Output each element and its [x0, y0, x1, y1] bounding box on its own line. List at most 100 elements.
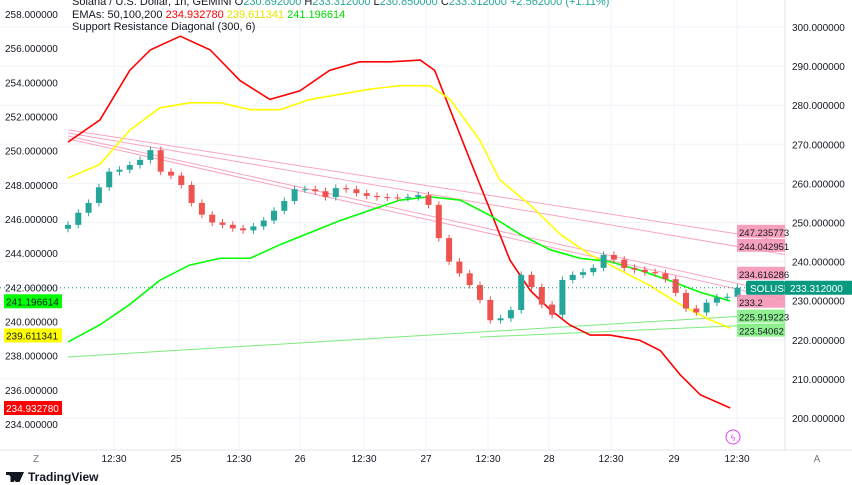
- candle: [229, 221, 236, 232]
- candle: [518, 271, 525, 314]
- ema-label: EMAs: 50,100,200: [72, 9, 163, 21]
- ema50-value: 234.932780: [165, 9, 224, 21]
- candle: [497, 314, 504, 324]
- candle: [662, 269, 669, 283]
- candle-body: [363, 193, 370, 196]
- candle-body: [322, 191, 329, 198]
- x-axis-tick: 12:30: [351, 454, 376, 465]
- candle: [590, 264, 597, 276]
- ema-line-0: [67, 35, 731, 409]
- ema-axis-label: 234.932780: [6, 404, 59, 415]
- candle-body: [178, 175, 185, 185]
- open-label: O: [234, 0, 244, 8]
- candle-body: [456, 261, 463, 274]
- right-axis-tick: 260.000000: [792, 179, 845, 190]
- sr-legend[interactable]: Support Resistance Diagonal (300, 6): [72, 21, 255, 33]
- close-label: C: [440, 0, 449, 8]
- candle: [394, 193, 401, 202]
- candle: [703, 299, 710, 316]
- auto-scale-button: A: [814, 454, 821, 465]
- candle-body: [734, 287, 741, 297]
- left-axis-tick: 238.000000: [5, 352, 58, 363]
- high-value: 233.312000: [312, 0, 371, 8]
- candle-body: [219, 222, 226, 225]
- candle-body: [229, 224, 236, 229]
- candle-body: [724, 296, 731, 298]
- ema-axis-label-bg: [4, 400, 62, 415]
- candle: [65, 221, 71, 233]
- low-label: L: [373, 0, 380, 8]
- candle-body: [559, 279, 566, 315]
- candle-body: [693, 308, 700, 313]
- candle: [425, 191, 432, 209]
- candle-body: [147, 150, 154, 160]
- candle: [363, 189, 370, 200]
- candle: [538, 283, 545, 309]
- candle: [322, 187, 329, 201]
- candle-body: [240, 228, 247, 231]
- candle: [75, 209, 82, 229]
- resistance-line: [67, 135, 786, 295]
- candle-body: [384, 197, 391, 199]
- candle-body: [610, 254, 617, 260]
- candle-body: [703, 302, 710, 313]
- candle-body: [209, 214, 216, 223]
- candle-body: [580, 272, 586, 275]
- left-axis-tick: 244.000000: [5, 249, 58, 260]
- support-line: [67, 313, 786, 358]
- candle-body: [353, 189, 360, 194]
- candle-body: [301, 189, 308, 191]
- candle: [198, 199, 205, 219]
- candle: [147, 146, 154, 164]
- change-value: +2.562000 (+1.11%): [509, 0, 610, 8]
- candle: [209, 211, 216, 227]
- candle: [353, 185, 360, 197]
- diagonal-value-label: 244.042951: [739, 242, 789, 253]
- candle: [507, 306, 514, 322]
- tradingview-logo[interactable]: TradingView: [6, 470, 98, 484]
- candle-body: [538, 287, 545, 305]
- ema-axis-label-bg: [4, 328, 62, 343]
- left-axis-tick: 250.000000: [5, 147, 58, 158]
- right-axis-tick: 300.000000: [792, 23, 845, 34]
- candle: [487, 296, 494, 324]
- x-axis-tick: 12:30: [226, 454, 251, 465]
- diagonal-value-label: 233.2: [739, 298, 763, 309]
- candle-body: [137, 159, 144, 166]
- diagonal-label-bg: [737, 238, 785, 252]
- candle: [724, 293, 731, 302]
- candle: [384, 193, 391, 201]
- price-chart[interactable]: 258.000000 256.000000 254.000000 252.000000…: [0, 0, 852, 468]
- candle-body: [65, 224, 71, 229]
- lightning-icon: [725, 429, 741, 445]
- ema-legend[interactable]: EMAs: 50,100,200 234.932780 239.611341 2…: [72, 9, 345, 21]
- candle-body: [446, 238, 453, 262]
- candle-body: [188, 184, 195, 203]
- resistance-line: [67, 129, 786, 242]
- candle-body: [291, 189, 298, 201]
- candle-body: [621, 259, 628, 268]
- right-axis-tick: 240.000000: [792, 258, 845, 269]
- symbol-tag: SOLUSD: [750, 284, 791, 295]
- candle-body: [126, 165, 133, 170]
- candle: [178, 172, 185, 189]
- x-axis-tick: 28: [543, 454, 555, 465]
- lightning-glyph: ϟ: [731, 433, 736, 443]
- timezone-button: Z: [33, 454, 39, 465]
- candle: [600, 251, 607, 272]
- candle: [343, 184, 350, 193]
- sr-indicator-label: Support Resistance Diagonal (300, 6): [72, 21, 256, 33]
- left-axis-tick: 248.000000: [5, 181, 58, 192]
- ema-axis-label: 241.196614: [6, 297, 59, 308]
- diagonal-label-bg: [737, 224, 785, 238]
- x-axis-tick: 25: [170, 454, 182, 465]
- candle-body: [95, 187, 102, 203]
- candle: [260, 217, 267, 230]
- candle-body: [415, 195, 422, 198]
- candle: [446, 234, 453, 266]
- candle-body: [250, 226, 257, 231]
- candle-body: [641, 269, 648, 273]
- candle-body: [271, 210, 277, 221]
- x-axis-tick: 26: [294, 454, 306, 465]
- diagonal-label-bg: [737, 294, 785, 308]
